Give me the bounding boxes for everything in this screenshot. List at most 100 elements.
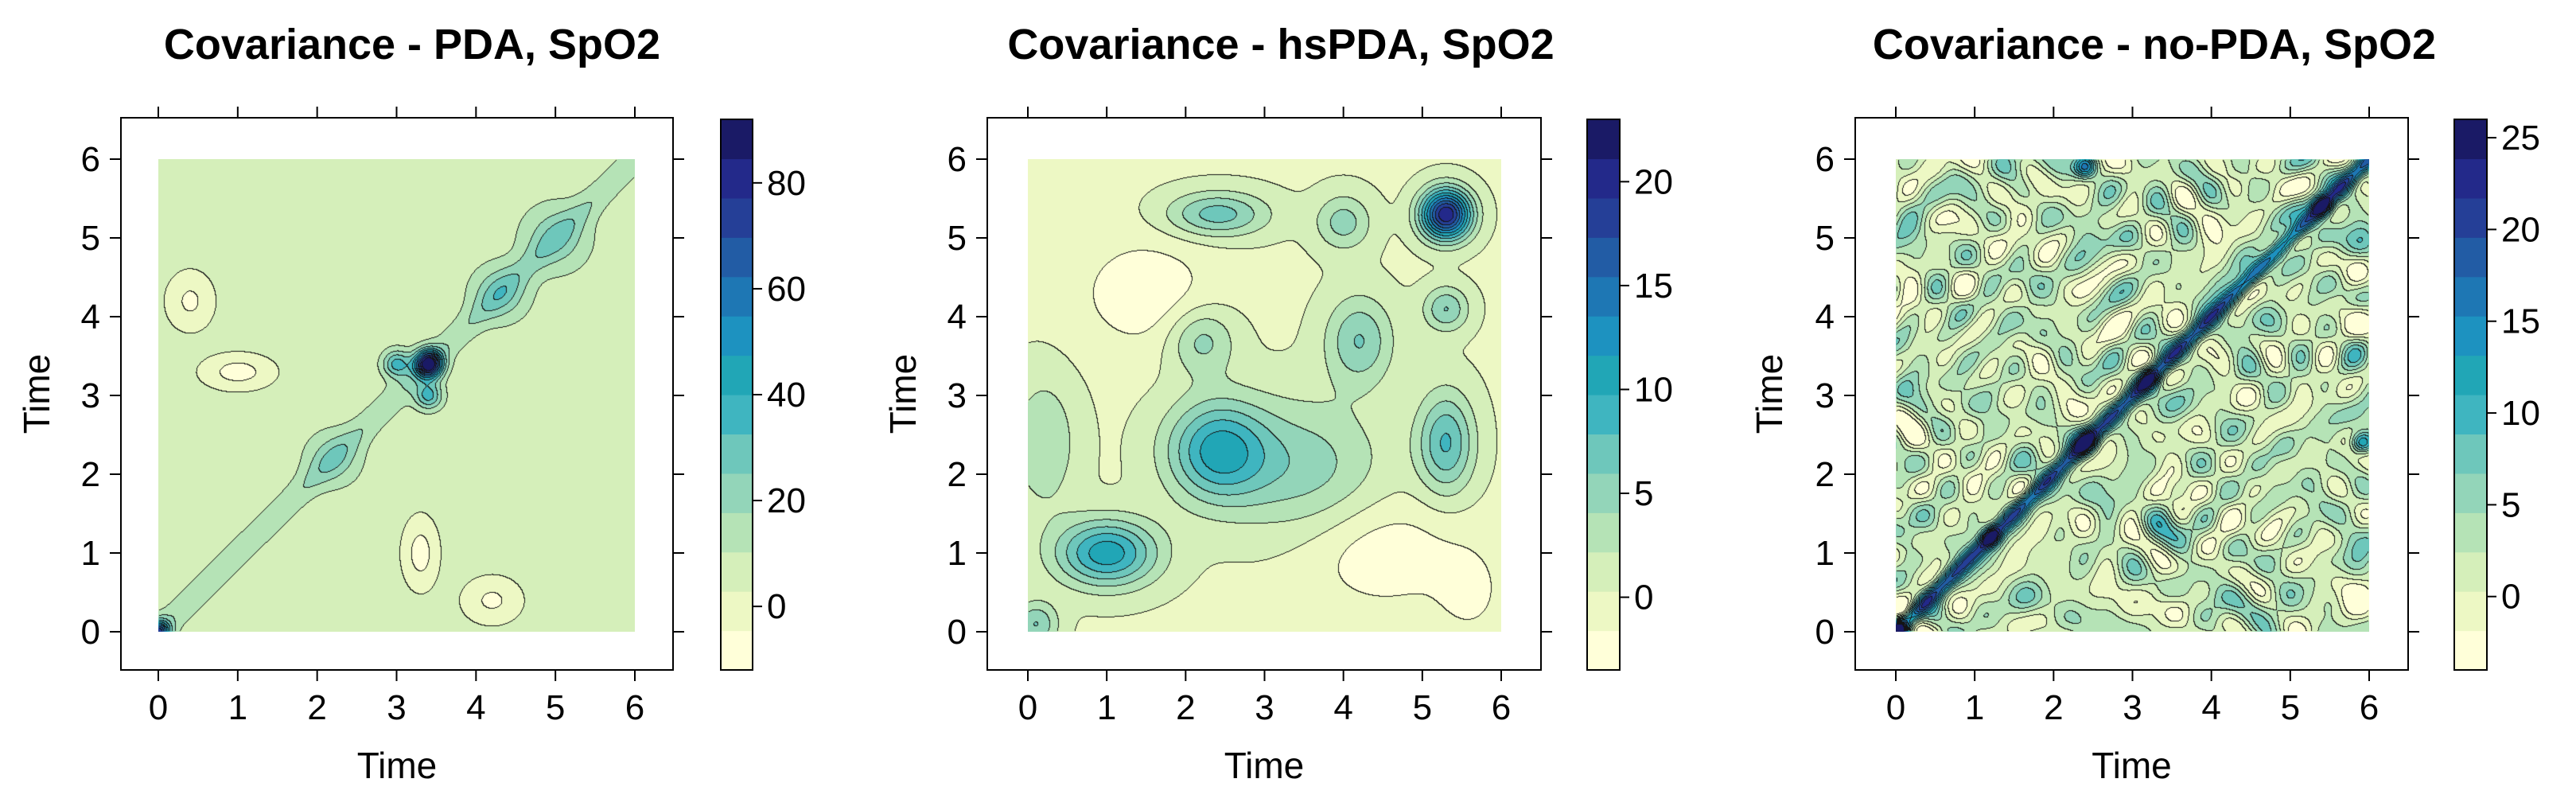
x-tick-label: 2 bbox=[2044, 688, 2063, 727]
colorbar-tick-label: 60 bbox=[767, 270, 806, 309]
y-tick-label: 3 bbox=[81, 376, 100, 415]
colorbar-tick-label: 0 bbox=[1634, 578, 1653, 617]
y-tick-label: 6 bbox=[1815, 140, 1835, 179]
x-tick-label: 5 bbox=[1413, 688, 1432, 727]
y-axis-label: Time bbox=[16, 354, 57, 434]
colorbar-tick-label: 0 bbox=[767, 587, 786, 626]
colorbar-band bbox=[2454, 237, 2487, 278]
colorbar-band bbox=[2454, 512, 2487, 553]
y-tick-label: 0 bbox=[1815, 613, 1835, 652]
y-tick-label: 4 bbox=[1815, 298, 1835, 337]
colorbar-band bbox=[2454, 316, 2487, 356]
y-tick-label: 0 bbox=[81, 613, 100, 652]
y-tick-label: 4 bbox=[81, 298, 100, 337]
heatmap-surface bbox=[1028, 159, 1501, 632]
colorbar-tick-label: 5 bbox=[1634, 474, 1653, 513]
colorbar-band bbox=[1587, 473, 1620, 513]
y-axis-label: Time bbox=[1749, 354, 1790, 434]
x-axis-label: Time bbox=[2092, 745, 2172, 786]
y-tick-label: 3 bbox=[1815, 376, 1835, 415]
x-tick-label: 1 bbox=[1097, 688, 1116, 727]
heatmap-surface bbox=[158, 159, 635, 632]
colorbar-band bbox=[721, 237, 753, 278]
y-tick-label: 5 bbox=[81, 219, 100, 258]
colorbar-band bbox=[721, 473, 753, 513]
colorbar-band bbox=[2454, 197, 2487, 238]
colorbar-band bbox=[721, 355, 753, 395]
y-tick-label: 2 bbox=[81, 455, 100, 494]
x-axis-label: Time bbox=[357, 745, 438, 786]
colorbar-band bbox=[1587, 395, 1620, 435]
colorbar-band bbox=[2454, 119, 2487, 160]
colorbar-band bbox=[2454, 355, 2487, 395]
colorbar-tick-label: 20 bbox=[2501, 210, 2540, 249]
heatmap-surface bbox=[1896, 159, 2369, 632]
colorbar-tick-label: 10 bbox=[1634, 370, 1673, 409]
colorbar-tick-label: 10 bbox=[2501, 394, 2540, 433]
x-tick-label: 6 bbox=[2360, 688, 2379, 727]
colorbar-band bbox=[2454, 591, 2487, 632]
x-tick-label: 2 bbox=[307, 688, 326, 727]
colorbar-tick-label: 0 bbox=[2501, 578, 2520, 617]
colorbar-band bbox=[721, 119, 753, 160]
x-tick-label: 3 bbox=[1255, 688, 1274, 727]
colorbar-band bbox=[1587, 158, 1620, 199]
y-tick-label: 1 bbox=[81, 534, 100, 573]
y-tick-label: 6 bbox=[81, 140, 100, 179]
colorbar-band bbox=[721, 276, 753, 317]
x-tick-label: 1 bbox=[1965, 688, 1984, 727]
x-tick-label: 3 bbox=[387, 688, 406, 727]
colorbar-tick-label: 20 bbox=[767, 481, 806, 520]
x-tick-label: 4 bbox=[1333, 688, 1352, 727]
colorbar-band bbox=[1587, 630, 1620, 671]
y-tick-label: 3 bbox=[948, 376, 967, 415]
colorbar-band bbox=[1587, 276, 1620, 317]
colorbar-frame bbox=[1586, 119, 1621, 671]
colorbar-band bbox=[1587, 591, 1620, 632]
x-tick-label: 6 bbox=[625, 688, 644, 727]
colorbar-band bbox=[1587, 355, 1620, 395]
x-tick-label: 4 bbox=[2201, 688, 2220, 727]
colorbar-band bbox=[721, 158, 753, 199]
x-tick-label: 0 bbox=[149, 688, 168, 727]
x-tick-label: 0 bbox=[1886, 688, 1905, 727]
colorbar-band bbox=[2454, 395, 2487, 435]
colorbar-tick-label: 20 bbox=[1634, 162, 1673, 201]
x-tick-label: 4 bbox=[466, 688, 485, 727]
colorbar-band bbox=[721, 316, 753, 356]
y-tick-label: 5 bbox=[1815, 219, 1835, 258]
colorbar-band bbox=[2454, 630, 2487, 671]
colorbar-band bbox=[721, 630, 753, 671]
colorbar-band bbox=[1587, 316, 1620, 356]
colorbar-tick-label: 5 bbox=[2501, 485, 2520, 524]
y-tick-label: 5 bbox=[948, 219, 967, 258]
chart-title: Covariance - hsPDA, SpO2 bbox=[1007, 21, 1554, 68]
colorbar-tick-label: 15 bbox=[2501, 302, 2540, 341]
y-axis-label: Time bbox=[882, 354, 924, 434]
y-tick-label: 1 bbox=[948, 534, 967, 573]
x-tick-label: 2 bbox=[1176, 688, 1195, 727]
colorbar-band bbox=[2454, 158, 2487, 199]
x-tick-label: 5 bbox=[546, 688, 565, 727]
colorbar-band bbox=[2454, 473, 2487, 513]
y-tick-label: 6 bbox=[948, 140, 967, 179]
colorbar-band bbox=[2454, 551, 2487, 592]
colorbar-band bbox=[721, 591, 753, 632]
x-tick-label: 0 bbox=[1018, 688, 1037, 727]
colorbar-band bbox=[2454, 276, 2487, 317]
colorbar-tick-label: 15 bbox=[1634, 267, 1673, 306]
chart-title: Covariance - PDA, SpO2 bbox=[164, 21, 660, 68]
colorbar-band bbox=[721, 551, 753, 592]
colorbar-band bbox=[721, 434, 753, 474]
x-tick-label: 3 bbox=[2123, 688, 2142, 727]
colorbar-tick-label: 80 bbox=[767, 164, 806, 203]
colorbar-tick-label: 25 bbox=[2501, 119, 2540, 158]
colorbar-band bbox=[2454, 434, 2487, 474]
y-tick-label: 1 bbox=[1815, 534, 1835, 573]
chart-panel-2: Covariance - hsPDA, SpO2 0 1 2 3 4 5 6 0 1 2 3 4 5 6 Ti… bbox=[882, 21, 1673, 786]
chart-panel-3: Covariance - no-PDA, SpO2 0 1 2 3 4 5 6 0 1 2 3 4 5 6 T… bbox=[1749, 21, 2540, 786]
colorbar-band bbox=[1587, 119, 1620, 160]
y-tick-label: 4 bbox=[948, 298, 967, 337]
